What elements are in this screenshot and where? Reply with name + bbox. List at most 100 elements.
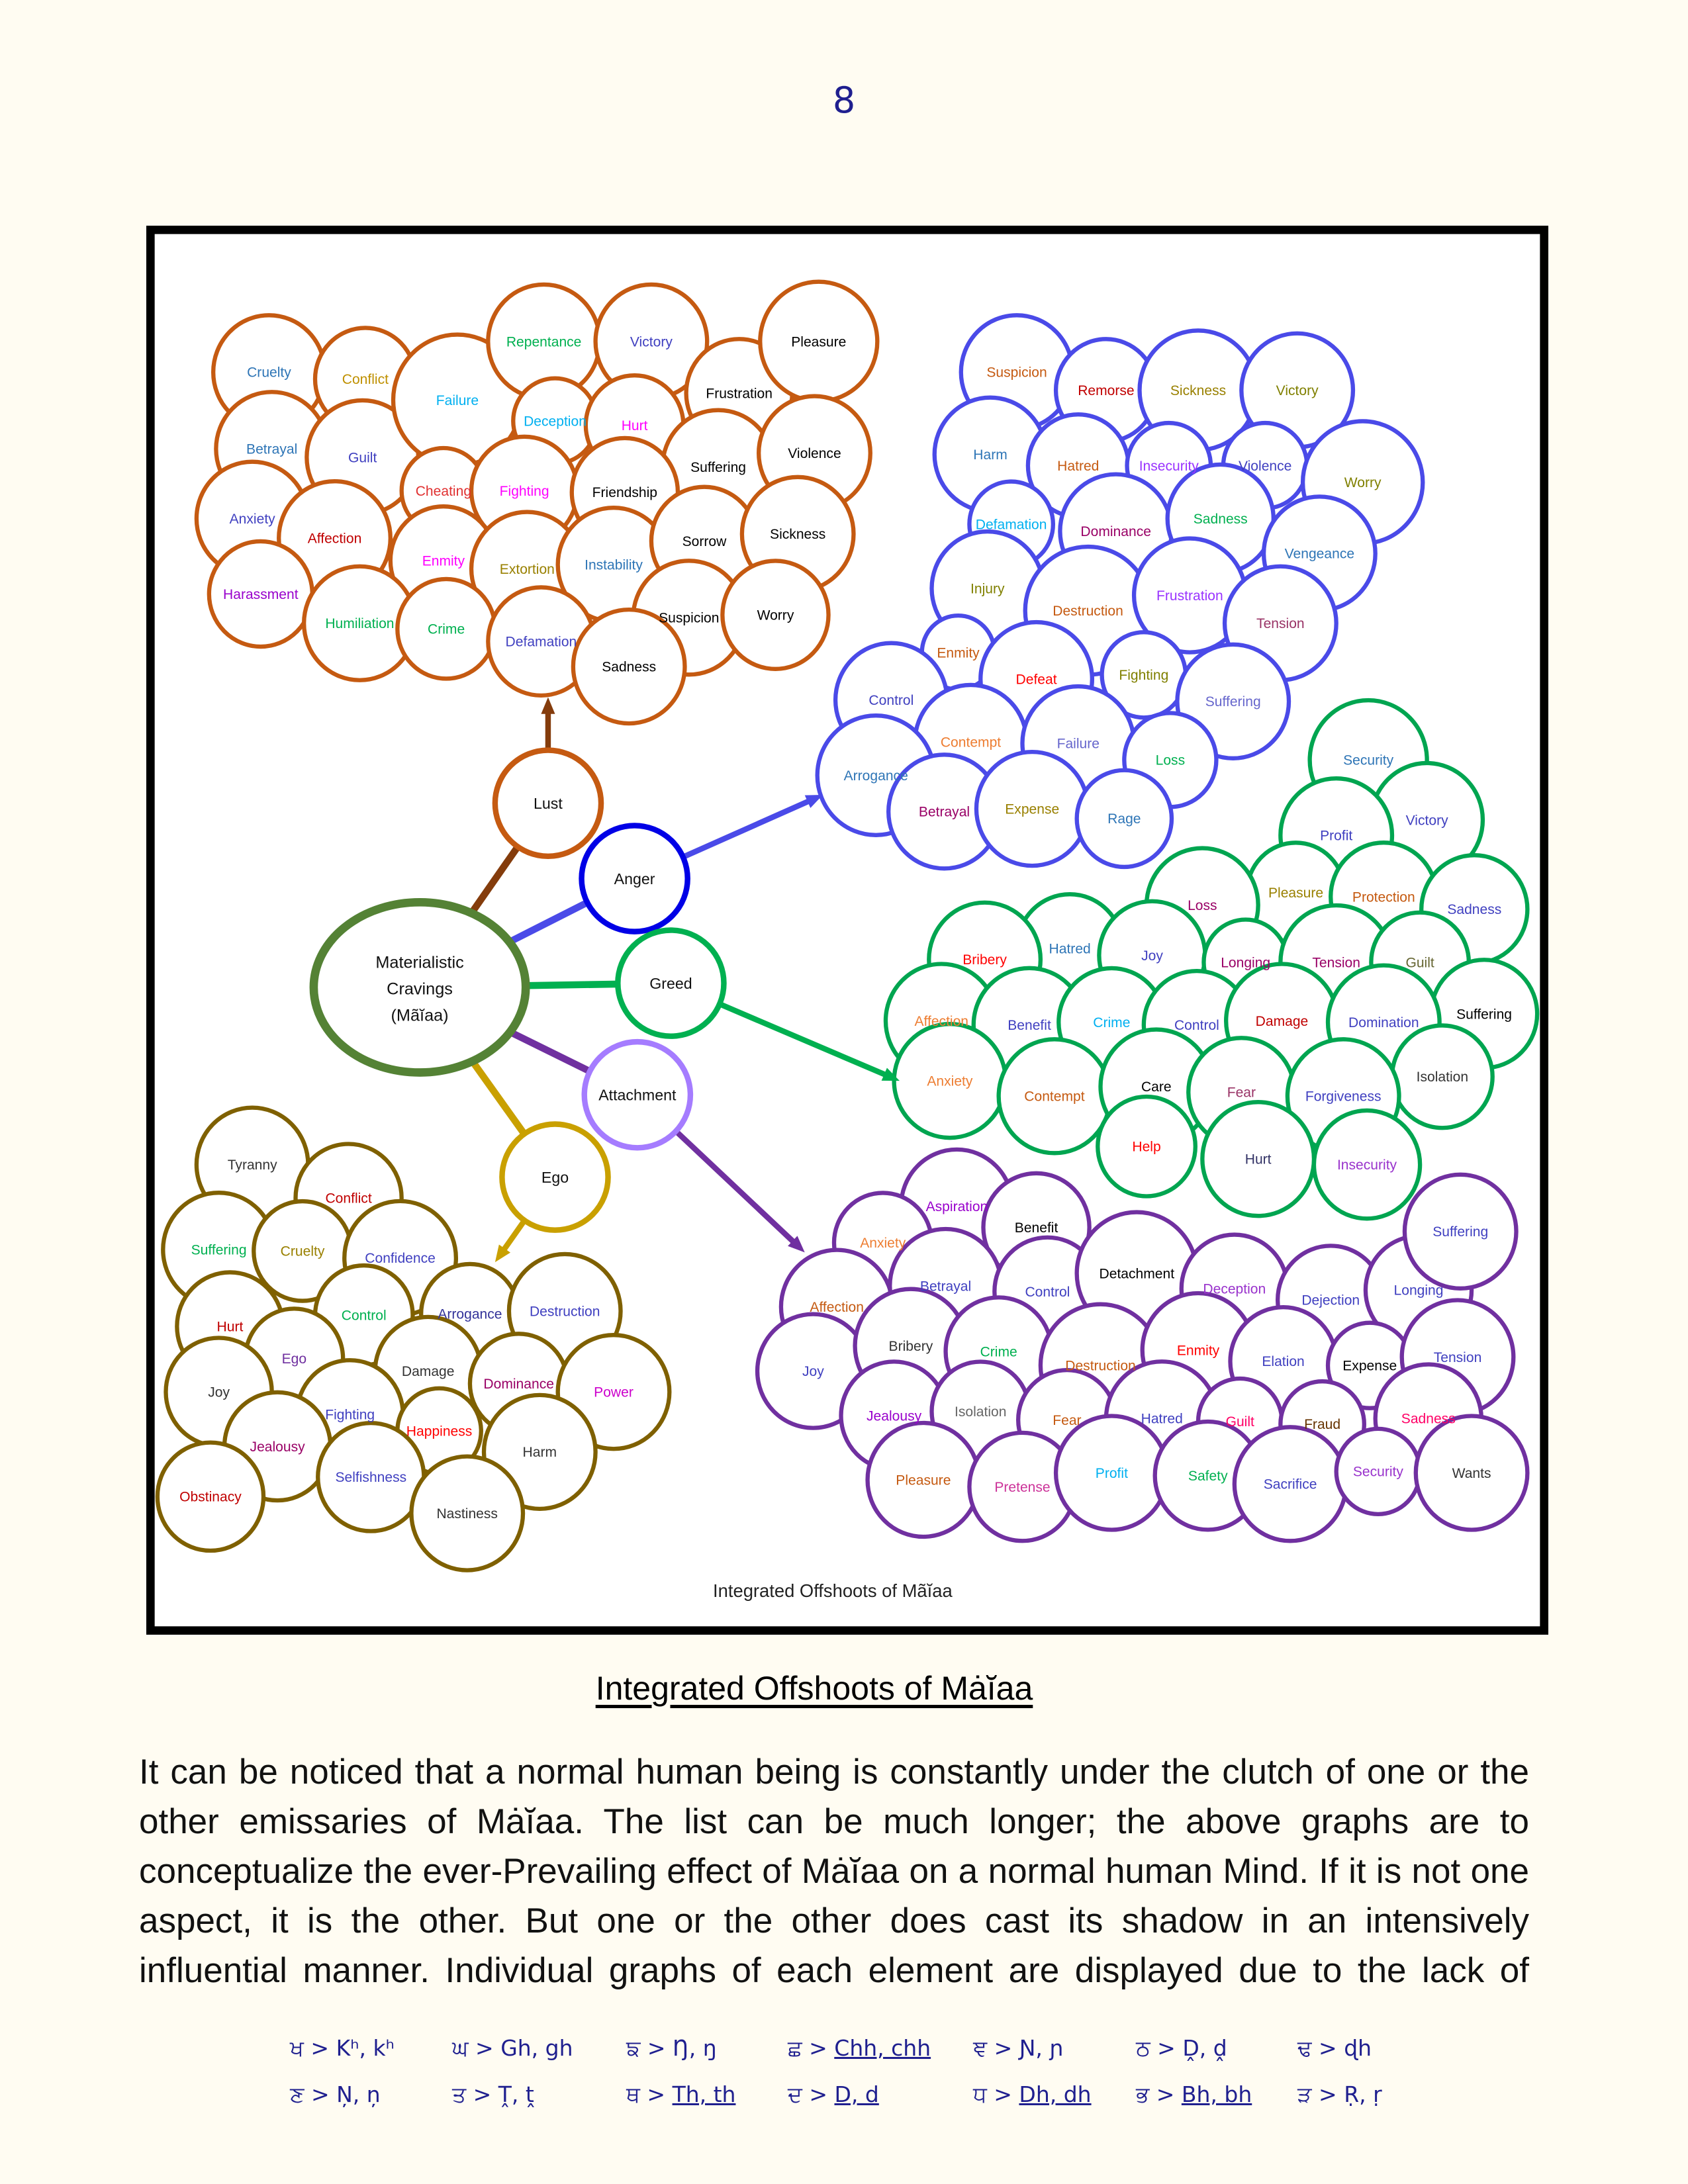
paragraph-line: It can be noticed that a normal human be… <box>139 1752 1529 1792</box>
node-label: Insecurity <box>1337 1158 1397 1173</box>
node-label: Arrogance <box>844 768 908 784</box>
paragraph-line: other emissaries of Mȧĭaa. The list can … <box>139 1802 1529 1841</box>
node-label: Affection <box>914 1014 968 1029</box>
center-node <box>309 898 530 1077</box>
roman-equivalent: Chh, chh <box>834 2035 931 2061</box>
node-label: Longing <box>1394 1283 1444 1298</box>
figure-caption: Integrated Offshoots of Mȧĭaa <box>595 1670 1033 1707</box>
roman-equivalent: Bh, bh <box>1181 2081 1252 2107</box>
gurmukhi-letter: ਭ > <box>1136 2081 1182 2107</box>
node-label: Crime <box>980 1344 1017 1359</box>
node-label: Rage <box>1107 811 1141 827</box>
node-label: Expense <box>1005 801 1059 817</box>
hub-node <box>581 1038 694 1151</box>
node-label: Profit <box>1096 1466 1128 1481</box>
roman-equivalent: Dh, dh <box>1019 2081 1092 2107</box>
node-label: Tension <box>1256 616 1305 631</box>
transliteration-item: ਤ > Ṱ, ṱ <box>452 2081 534 2108</box>
body-paragraph: It can be noticed that a normal human be… <box>139 1747 1529 1995</box>
node-label: Isolation <box>955 1404 1006 1420</box>
node-circle <box>1311 1108 1423 1221</box>
node-label: Suspicion <box>659 611 719 626</box>
node-label: Dominance <box>483 1377 554 1392</box>
node-label: Power <box>594 1385 633 1400</box>
node-label: Injury <box>970 581 1005 596</box>
node-label: Detachment <box>1100 1266 1175 1281</box>
roman-equivalent: Ḓ, ḓ <box>1182 2035 1227 2061</box>
gurmukhi-letter: ਢ > <box>1297 2035 1344 2061</box>
node-label: Sacrifice <box>1264 1477 1317 1492</box>
arrowhead <box>494 1244 511 1263</box>
node-label: Jealousy <box>250 1439 306 1455</box>
node-label: Affection <box>308 531 362 547</box>
node-label: Hatred <box>1141 1412 1183 1427</box>
node-label: Destruction <box>530 1304 600 1319</box>
hub-node-label: Attachment <box>598 1087 677 1104</box>
node-label: Suffering <box>1432 1224 1488 1240</box>
center-node-label: Cravings <box>387 979 453 998</box>
node-label: Deception <box>524 414 586 429</box>
node-label: Control <box>868 693 914 708</box>
node-label: Hatred <box>1049 941 1091 956</box>
node-label: Contempt <box>941 735 1001 750</box>
node-label: Sorrow <box>682 534 727 549</box>
transliteration-row: ਖ > Kʰ, kʰ ਘ > Gh, gh ਙ > Ŋ, ŋ ਛ > Chh, chh… <box>290 2035 1481 2081</box>
gurmukhi-letter: ਧ > <box>973 2081 1019 2107</box>
node-label: Anxiety <box>927 1074 973 1089</box>
node-circle <box>1096 1094 1197 1199</box>
diagram-inner-title: Integrated Offshoots of Mãĭaa <box>713 1580 953 1601</box>
node-label: Instability <box>585 558 643 573</box>
node-label: Arrogance <box>438 1307 502 1322</box>
transliteration-item: ਖ > Kʰ, kʰ <box>290 2035 395 2062</box>
transliteration-item: ਠ > Ḓ, ḓ <box>1136 2035 1227 2062</box>
center-node-label: (Mãĭaa) <box>391 1007 449 1025</box>
node-label: Damage <box>1256 1014 1309 1029</box>
roman-equivalent: Kʰ, kʰ <box>336 2035 395 2061</box>
offshoot-cluster: Tyranny Conflict Suffering Cruelty Confidenc… <box>155 1105 672 1572</box>
node-label: Wants <box>1452 1466 1491 1481</box>
node-label: Harm <box>523 1445 557 1460</box>
node-label: Enmity <box>1177 1343 1220 1358</box>
node-label: Victory <box>630 334 673 349</box>
hub-node <box>499 1121 611 1233</box>
transliteration-item: ਞ > Ɲ, ɲ <box>973 2035 1064 2062</box>
node-label: Selfishness <box>335 1470 406 1485</box>
node-label: Happiness <box>406 1424 473 1439</box>
hub-to-cluster-arrow <box>682 797 814 860</box>
node-label: Security <box>1343 753 1394 768</box>
node-label: Fear <box>1053 1413 1081 1428</box>
node-label: Defeat <box>1016 672 1057 687</box>
gurmukhi-letter: ਛ > <box>788 2035 835 2061</box>
node-label: Control <box>342 1308 387 1324</box>
node-label: Protection <box>1352 889 1415 905</box>
node-label: Expense <box>1342 1359 1397 1374</box>
node-label: Deception <box>1203 1282 1266 1297</box>
node-label: Fear <box>1227 1085 1256 1100</box>
hub-node-label: Greed <box>649 975 692 992</box>
node-label: Violence <box>1239 459 1291 474</box>
node-label: Betrayal <box>246 442 297 457</box>
node-label: Loss <box>1156 753 1185 768</box>
node-label: Frustration <box>706 386 773 401</box>
node-label: Tension <box>1434 1350 1482 1365</box>
node-label: Frustration <box>1156 588 1223 604</box>
hub-node <box>492 747 604 859</box>
arrowhead <box>541 697 555 714</box>
node-label: Victory <box>1406 813 1448 828</box>
node-label: Pretense <box>994 1480 1050 1495</box>
hub-node <box>579 823 690 934</box>
hub-to-cluster-arrow <box>674 1129 799 1247</box>
node-label: Affection <box>810 1300 864 1315</box>
offshoot-cluster: Suspicion Remorse Sickness Victory Harm Hatre… <box>815 313 1425 871</box>
node-label: Conflict <box>325 1191 371 1206</box>
transliteration-key: ਖ > Kʰ, kʰ ਘ > Gh, gh ਙ > Ŋ, ŋ ਛ > Chh, chh… <box>290 2035 1481 2128</box>
node-label: Suffering <box>1456 1007 1512 1022</box>
node-label: Defamation <box>506 635 577 650</box>
node-label: Contempt <box>1024 1089 1084 1105</box>
node-label: Failure <box>1057 736 1100 751</box>
node-label: Sadness <box>1194 512 1248 527</box>
node-label: Jealousy <box>867 1408 922 1424</box>
node-label: Conflict <box>342 372 389 387</box>
transliteration-item: ਛ > Chh, chh <box>788 2035 931 2062</box>
page-number: 8 <box>832 79 856 121</box>
